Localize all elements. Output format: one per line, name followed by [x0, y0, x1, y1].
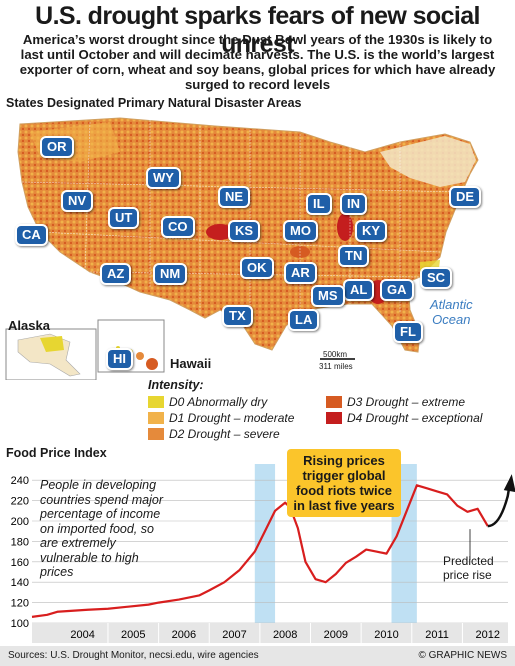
chart-title: Food Price Index [6, 446, 107, 460]
legend-item-d3: D3 Drought – extreme [326, 395, 465, 409]
state-badge-ca: CA [15, 224, 48, 246]
y-tick-label: 180 [11, 536, 29, 548]
legend-item-d4: D4 Drought – exceptional [326, 411, 482, 425]
legend-swatch [148, 428, 164, 440]
x-tick-label: 2008 [273, 629, 297, 641]
sources-text: Sources: U.S. Drought Monitor, necsi.edu… [8, 650, 259, 661]
page-title: U.S. drought sparks fears of new social … [35, 2, 480, 58]
state-badge-ky: KY [355, 220, 388, 242]
footer: Sources: U.S. Drought Monitor, necsi.edu… [0, 646, 515, 666]
us-drought-map [5, 117, 479, 380]
y-tick-label: 200 [11, 516, 29, 528]
state-badge-la: LA [288, 309, 320, 331]
legend-title: Intensity: [148, 378, 204, 392]
state-badge-al: AL [343, 279, 375, 301]
state-badge-mo: MO [283, 220, 318, 242]
state-badge-ks: KS [228, 220, 261, 242]
state-badge-wy: WY [146, 167, 181, 189]
y-tick-label: 160 [11, 557, 29, 569]
state-badge-ms: MS [311, 285, 345, 307]
y-tick-label: 120 [11, 598, 29, 610]
legend-swatch [326, 412, 342, 424]
y-tick-label: 140 [11, 577, 29, 589]
map-section-title: States Designated Primary Natural Disast… [6, 96, 302, 110]
y-tick-label: 220 [11, 496, 29, 508]
x-tick-label: 2010 [374, 629, 398, 641]
state-badge-de: DE [449, 186, 482, 208]
legend-swatch [148, 396, 164, 408]
state-badge-nm: NM [153, 263, 188, 285]
state-badge-az: AZ [100, 263, 132, 285]
state-badge-sc: SC [420, 267, 453, 289]
food-riot-period-band [254, 464, 276, 623]
state-badge-co: CO [161, 216, 195, 238]
state-badge-ne: NE [218, 186, 251, 208]
state-badge-ok: OK [240, 257, 274, 279]
x-tick-label: 2006 [172, 629, 196, 641]
y-tick-label: 100 [11, 618, 29, 630]
rising-prices-callout: Rising prices trigger global food riots … [287, 449, 401, 517]
x-tick-label: 2007 [222, 629, 246, 641]
chart-note: People in developing countries spend maj… [40, 478, 163, 579]
page-subtitle: America’s worst drought since the Dust B… [19, 32, 496, 92]
food-price-chart: 100 120 140 160 180 200 220 240 2004 2005 2006 2007… [11, 464, 515, 643]
state-badge-fl: FL [393, 321, 423, 343]
x-tick-label: 2012 [476, 629, 500, 641]
legend-item-d0: D0 Abnormally dry [148, 395, 267, 409]
legend-swatch [148, 412, 164, 424]
x-tick-label: 2004 [70, 629, 94, 641]
state-badge-nv: NV [61, 190, 94, 212]
predicted-rise-arrowhead [503, 474, 515, 492]
predicted-rise-arrow [487, 483, 511, 528]
hawaii-label: Hawaii [170, 356, 212, 371]
alaska-label: Alaska [8, 318, 50, 333]
legend-swatch [326, 396, 342, 408]
x-tick-label: 2005 [121, 629, 145, 641]
state-badge-il: IL [306, 193, 332, 215]
state-badge-tn: TN [338, 245, 370, 267]
copyright-text: © GRAPHIC NEWS [418, 650, 508, 661]
legend-item-d2: D2 Drought – severe [148, 427, 280, 441]
atlantic-ocean-label: Atlantic Ocean [430, 297, 473, 327]
x-axis-band [32, 623, 508, 643]
x-tick-label: 2009 [324, 629, 348, 641]
state-badge-in: IN [340, 193, 367, 215]
legend-item-d1: D1 Drought – moderate [148, 411, 294, 425]
state-badge-tx: TX [222, 305, 253, 327]
x-tick-label: 2011 [425, 629, 449, 641]
y-tick-label: 240 [11, 475, 29, 487]
state-badge-or: OR [40, 136, 74, 158]
state-badge-ar: AR [284, 262, 317, 284]
price-series-line [31, 484, 489, 618]
state-badge-ga: GA [380, 279, 414, 301]
state-badge-ut: UT [108, 207, 140, 229]
predicted-price-label: Predicted price rise [443, 554, 494, 582]
state-badge-hi: HI [106, 348, 133, 370]
